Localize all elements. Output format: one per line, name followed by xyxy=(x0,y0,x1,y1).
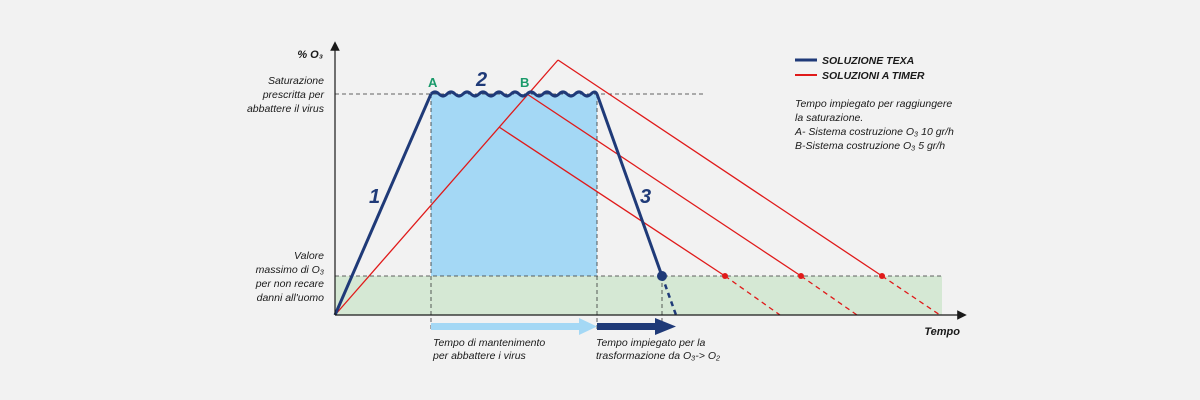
svg-text:la saturazione.: la saturazione. xyxy=(795,112,863,124)
texa-dash-line xyxy=(660,275,678,316)
timer-peak-decay-line xyxy=(557,59,883,277)
saturation-time-note: Tempo impiegato per raggiungere la satur… xyxy=(794,98,954,152)
texa-wavy-plateau xyxy=(429,90,599,98)
phase-3-label: 3 xyxy=(640,186,651,208)
legend-timer-label: SOLUZIONI A TIMER xyxy=(822,70,925,82)
maintenance-area xyxy=(431,94,597,276)
timer-b-decay-line xyxy=(526,93,802,277)
svg-text:massimo di O₃: massimo di O₃ xyxy=(256,264,324,276)
legend-texa-label: SOLUZIONE TEXA xyxy=(822,55,914,67)
transformation-caption: Tempo impiegato per la trasformazione da… xyxy=(596,337,720,362)
timer-dash-2 xyxy=(800,275,858,316)
safe-level-label: Valore massimo di O₃ per non recare dann… xyxy=(255,250,324,304)
svg-text:trasformazione da O₃-> O₂: trasformazione da O₃-> O₂ xyxy=(596,350,720,362)
timer-mid-decay-line xyxy=(498,126,726,277)
y-axis-label: % O₃ xyxy=(297,49,323,61)
texa-decay-line xyxy=(595,93,664,277)
texa-end-marker xyxy=(657,271,667,281)
phase-2-label: 2 xyxy=(475,69,487,91)
svg-text:danni all'uomo: danni all'uomo xyxy=(257,292,325,304)
texa-curve xyxy=(333,90,678,316)
phase-1-label: 1 xyxy=(369,186,380,208)
svg-text:Tempo di mantenimento: Tempo di mantenimento xyxy=(433,337,545,349)
texa-rise-line xyxy=(333,93,433,316)
maintenance-caption: Tempo di mantenimento per abbattere i vi… xyxy=(432,337,545,362)
timer-curves xyxy=(334,59,941,316)
transformation-arrow xyxy=(597,318,676,335)
legend: SOLUZIONE TEXA SOLUZIONI A TIMER xyxy=(795,55,925,82)
svg-text:Tempo impiegato per la: Tempo impiegato per la xyxy=(596,337,706,349)
svg-text:prescritta per: prescritta per xyxy=(262,89,325,101)
saturation-label: Saturazione prescritta per abbattere il … xyxy=(247,75,325,115)
svg-text:abbattere il virus: abbattere il virus xyxy=(247,103,325,115)
timer-marker-1 xyxy=(722,273,728,279)
svg-text:Saturazione: Saturazione xyxy=(268,75,324,87)
svg-text:Valore: Valore xyxy=(294,250,324,262)
point-b-label: B xyxy=(520,75,529,90)
timer-rise-line xyxy=(334,59,559,316)
timer-marker-3 xyxy=(879,273,885,279)
timer-dash-3 xyxy=(881,275,941,316)
point-a-label: A xyxy=(428,75,438,90)
safe-zone-area xyxy=(335,276,942,315)
svg-text:Tempo impiegato per raggiunger: Tempo impiegato per raggiungere xyxy=(795,98,952,110)
svg-text:B-Sistema costruzione O₃ 5 gr/: B-Sistema costruzione O₃ 5 gr/h xyxy=(795,140,945,152)
svg-text:per non recare: per non recare xyxy=(255,278,324,290)
svg-text:A- Sistema costruzione O₃ 10 g: A- Sistema costruzione O₃ 10 gr/h xyxy=(794,126,954,138)
x-axis-label: Tempo xyxy=(924,326,960,338)
timer-marker-2 xyxy=(798,273,804,279)
svg-text:per abbattere i virus: per abbattere i virus xyxy=(432,350,527,362)
timer-dash-1 xyxy=(724,275,781,316)
maintenance-arrow xyxy=(431,318,597,335)
